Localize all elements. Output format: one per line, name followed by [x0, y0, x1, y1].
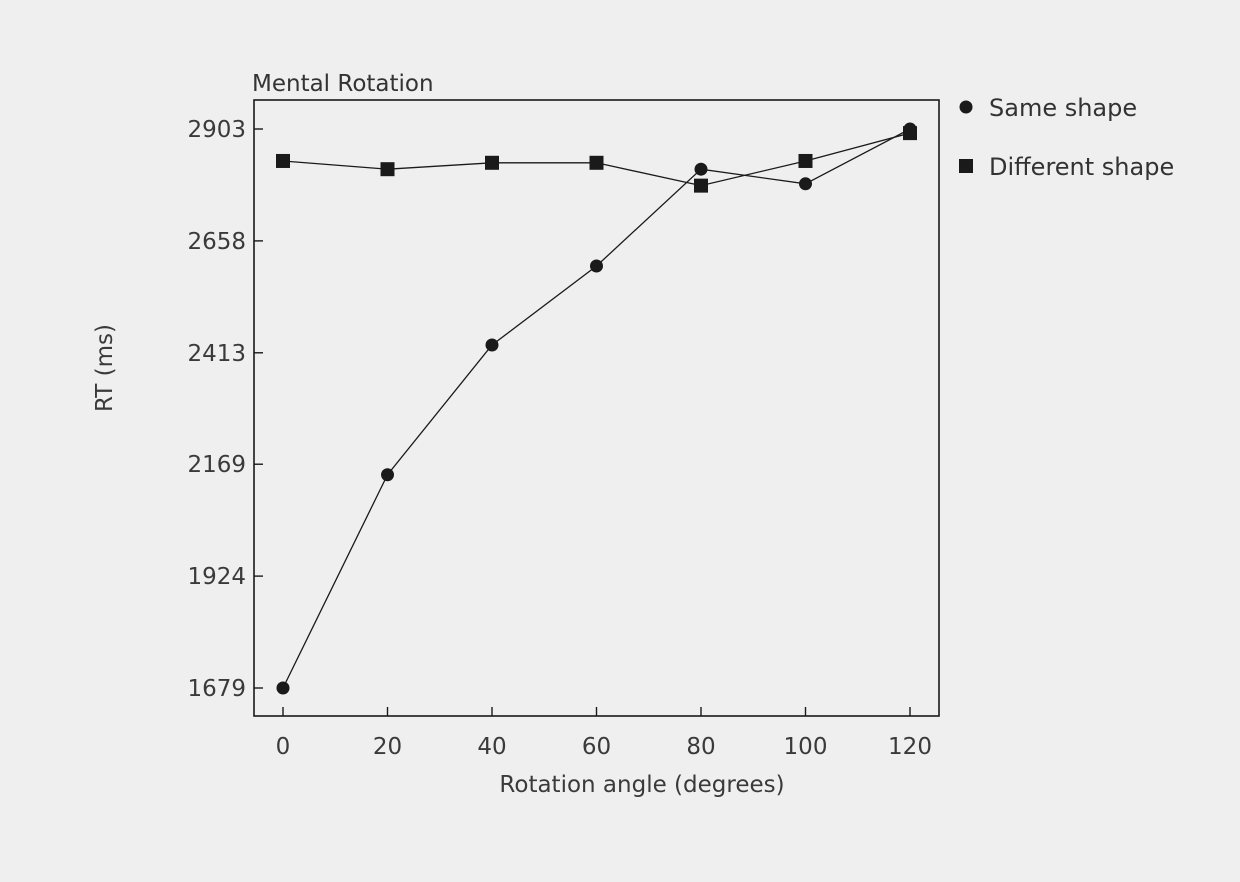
legend-label: Same shape — [989, 94, 1137, 122]
series-same-shape — [276, 122, 917, 695]
y-tick-label: 2413 — [187, 341, 246, 367]
y-tick-label: 2658 — [187, 229, 246, 255]
x-tick-label: 80 — [686, 734, 715, 760]
data-point-same-shape — [485, 338, 499, 352]
x-tick-label: 120 — [888, 734, 932, 760]
data-point-same-shape — [276, 681, 290, 695]
y-tick-label: 1679 — [187, 676, 246, 702]
x-tick-label: 40 — [477, 734, 506, 760]
data-point-same-shape — [694, 162, 708, 176]
data-point-different-shape — [485, 155, 499, 170]
chart-title: Mental Rotation — [252, 71, 434, 97]
x-axis-label: Rotation angle (degrees) — [499, 772, 784, 798]
x-tick-label: 0 — [276, 734, 291, 760]
data-point-same-shape — [590, 259, 603, 273]
x-tick-label: 20 — [373, 734, 402, 760]
legend: Same shape Different shape — [959, 94, 1174, 181]
data-point-same-shape — [799, 177, 812, 191]
data-point-different-shape — [903, 126, 917, 141]
y-axis: 1679 1924 2169 2413 2658 2903 — [187, 117, 263, 702]
y-tick-label: 2903 — [187, 117, 246, 143]
data-point-different-shape — [380, 162, 395, 177]
x-axis: 0 20 40 60 80 100 120 — [276, 707, 932, 760]
series-layer — [276, 122, 917, 695]
data-point-same-shape — [381, 468, 394, 482]
legend-item-different-shape: Different shape — [959, 153, 1174, 181]
legend-item-same-shape: Same shape — [959, 94, 1137, 122]
legend-marker-circle — [959, 100, 973, 114]
x-tick-label: 60 — [582, 734, 611, 760]
series-different-shape — [276, 126, 917, 193]
legend-marker-square — [959, 159, 973, 173]
y-tick-label: 2169 — [187, 452, 246, 478]
y-tick-label: 1924 — [187, 564, 246, 590]
data-point-different-shape — [694, 178, 708, 193]
legend-label: Different shape — [989, 153, 1174, 181]
x-tick-label: 100 — [784, 734, 828, 760]
y-axis-label: RT (ms) — [92, 324, 118, 412]
plot-frame — [253, 99, 940, 717]
series-line-same-shape — [282, 128, 911, 689]
data-point-different-shape — [798, 153, 813, 168]
data-point-different-shape — [589, 155, 604, 170]
data-point-different-shape — [276, 153, 290, 168]
